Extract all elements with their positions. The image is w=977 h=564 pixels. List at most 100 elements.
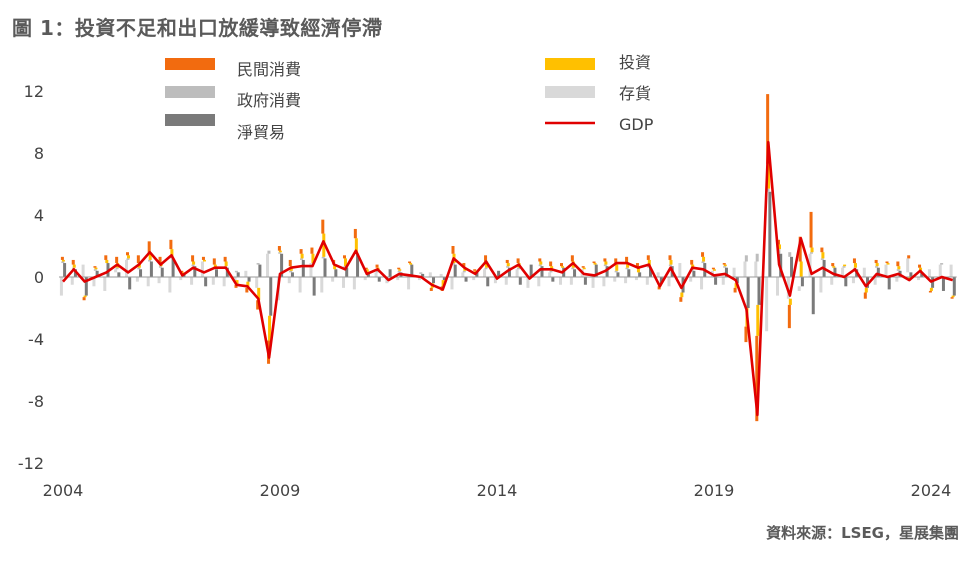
bar-private-consumption-79 (918, 264, 922, 268)
bar-private-consumption-69 (809, 211, 813, 248)
bar-net-trade-21 (290, 272, 294, 277)
bar-net-trade-76 (887, 277, 891, 290)
bar-inventories-5 (114, 269, 118, 273)
bar-investment-8 (148, 253, 152, 260)
bar-private-consumption-1 (71, 259, 75, 265)
bar-net-trade-44 (540, 266, 544, 277)
bar-government-consumption-24 (321, 256, 325, 259)
bar-inventories-36 (450, 277, 454, 290)
bar-investment-78 (908, 277, 912, 279)
bar-inventories-43 (526, 277, 530, 288)
bar-government-consumption-16 (234, 270, 238, 273)
bar-private-consumption-0 (60, 256, 64, 260)
bar-net-trade-72 (844, 277, 848, 287)
bar-private-consumption-53 (635, 263, 639, 268)
bar-investment-19 (268, 315, 272, 341)
bar-private-consumption-66 (777, 239, 780, 245)
bar-private-consumption-42 (516, 258, 520, 264)
bar-net-trade-16 (236, 272, 240, 277)
bar-private-consumption-34 (429, 287, 433, 291)
bar-inventories-29 (374, 272, 378, 277)
bar-government-consumption-75 (875, 266, 879, 268)
bar-government-consumption-29 (375, 270, 379, 273)
bar-net-trade-37 (464, 277, 468, 282)
bar-inventories-7 (135, 277, 139, 282)
bar-inventories-25 (331, 277, 335, 282)
bar-private-consumption-37 (462, 263, 466, 268)
bar-private-consumption-3 (93, 266, 97, 268)
bar-net-trade-27 (356, 253, 360, 277)
bar-government-consumption-37 (462, 270, 466, 273)
bar-investment-70 (821, 252, 825, 259)
bar-net-trade-52 (627, 269, 631, 277)
bar-net-trade-69 (811, 277, 815, 315)
bar-net-trade-30 (388, 269, 392, 277)
x-tick-label-1: 2009 (260, 481, 301, 500)
bar-net-trade-17 (247, 277, 251, 282)
bar-investment-75 (875, 263, 879, 267)
bar-government-consumption-26 (343, 266, 347, 268)
bar-net-trade-12 (193, 266, 197, 277)
bar-government-consumption-22 (300, 258, 303, 260)
bar-net-trade-51 (616, 272, 620, 277)
bar-investment-41 (506, 263, 510, 267)
bar-net-trade-82 (952, 277, 956, 296)
bar-inventories-57 (678, 263, 682, 277)
bar-investment-79 (919, 267, 923, 271)
bar-inventories-58 (689, 277, 693, 282)
bar-net-trade-45 (551, 277, 555, 282)
bar-government-consumption-65 (766, 188, 770, 192)
bar-investment-4 (105, 259, 109, 264)
bar-private-consumption-5 (115, 256, 119, 264)
bar-net-trade-78 (909, 272, 913, 277)
bar-net-trade-8 (149, 261, 153, 277)
bar-inventories-8 (146, 277, 150, 287)
bar-inventories-0 (59, 277, 63, 296)
bar-government-consumption-61 (723, 266, 727, 268)
bar-net-trade-75 (876, 267, 880, 277)
bar-private-consumption-24 (321, 219, 325, 234)
bar-investment-80 (929, 287, 933, 291)
bar-private-consumption-2 (82, 297, 86, 301)
bar-government-consumption-67 (788, 252, 792, 257)
bar-private-consumption-12 (191, 255, 195, 262)
bar-net-trade-74 (866, 277, 869, 288)
bar-net-trade-20 (280, 253, 284, 277)
bar-private-consumption-67 (787, 304, 791, 329)
bar-government-consumption-56 (668, 264, 672, 267)
bar-investment-17 (246, 281, 250, 288)
bar-government-consumption-3 (93, 269, 97, 271)
bar-inventories-74 (862, 267, 866, 277)
bar-investment-3 (94, 267, 98, 270)
bar-inventories-76 (884, 264, 888, 277)
x-tick-label-4: 2024 (911, 481, 952, 500)
bar-investment-77 (897, 266, 901, 270)
bar-investment-35 (441, 280, 445, 287)
bar-private-consumption-57 (679, 297, 683, 302)
bar-private-consumption-11 (180, 270, 184, 273)
bar-investment-14 (213, 264, 217, 268)
bar-private-consumption-68 (798, 236, 802, 262)
legend-swatch-4 (545, 86, 595, 98)
bar-investment-64 (756, 304, 760, 336)
bar-private-consumption-10 (169, 239, 173, 250)
bar-government-consumption-36 (451, 263, 455, 265)
bar-investment-66 (778, 244, 781, 250)
bar-private-consumption-22 (299, 249, 303, 254)
bar-investment-51 (615, 264, 619, 271)
legend-label-4: 存貨 (619, 84, 651, 103)
bar-inventories-73 (851, 277, 855, 284)
legend-swatch-0 (165, 58, 215, 70)
bar-private-consumption-29 (375, 264, 379, 268)
bar-private-consumption-6 (126, 252, 129, 256)
bar-net-trade-43 (529, 264, 533, 277)
bar-inventories-16 (233, 277, 237, 281)
bar-inventories-17 (244, 270, 248, 277)
x-axis-ticks: 2004 2009 2014 2019 2024 (43, 481, 952, 500)
bar-government-consumption-81 (940, 263, 944, 265)
bar-net-trade-79 (920, 272, 924, 277)
bar-investment-69 (810, 247, 814, 253)
bar-investment-44 (539, 261, 543, 265)
bar-inventories-23 (309, 263, 313, 277)
